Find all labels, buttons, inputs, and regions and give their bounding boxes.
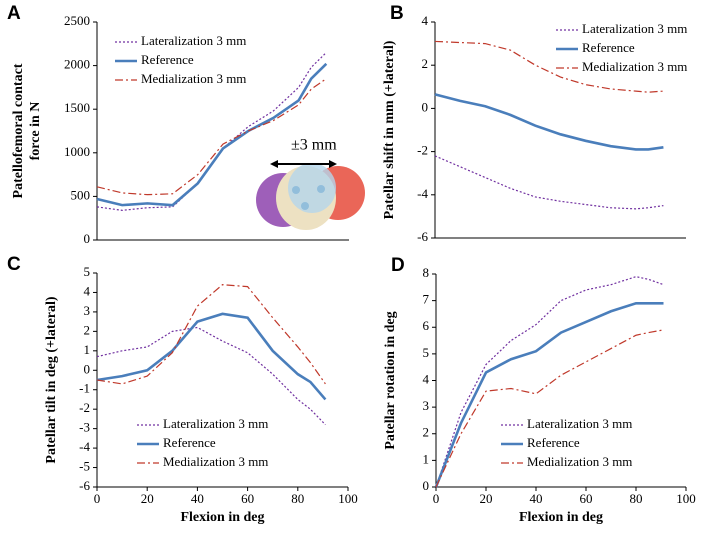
legend-label: Lateralization 3 mm [163,416,268,431]
y-tick-label: 0 [84,231,91,246]
y-tick-label: -5 [79,459,90,474]
y-tick-label: 4 [84,283,91,298]
y-tick-label: 3 [84,303,91,318]
inset-shape [317,185,325,193]
y-tick-label: -6 [79,478,90,493]
y-tick-label: 3 [423,398,430,413]
panel-label: B [390,3,404,24]
x-tick-label: 60 [241,491,254,506]
panel-label: D [391,255,405,276]
legend-label: Medialization 3 mm [582,59,687,74]
y-axis-label: Patellar rotation in deg [383,311,398,449]
y-axis-label: Patellar shift in mm (+lateral) [382,40,397,219]
legend-label: Reference [141,52,194,67]
x-tick-label: 20 [141,491,154,506]
y-tick-label: 5 [84,264,91,279]
y-tick-label: -4 [79,439,90,454]
y-tick-label: -3 [79,420,90,435]
data-line [96,312,327,401]
x-tick-label: 40 [191,491,204,506]
data-line [96,78,327,196]
y-axis-label: Patellofemoral contact [11,63,26,198]
y-tick-label: 0 [84,361,91,376]
legend-label: Medialization 3 mm [527,454,632,469]
y-tick-label: 2 [423,425,430,440]
y-tick-label: 2500 [64,13,90,28]
y-tick-label: 500 [71,187,91,202]
data-line [434,93,664,151]
y-tick-label: 5 [423,345,430,360]
y-axis-label: force in N [28,102,43,161]
x-axis-label: Flexion in deg [180,510,264,525]
legend-label: Lateralization 3 mm [141,33,246,48]
y-tick-label: 1000 [64,144,90,159]
legend-label: Medialization 3 mm [141,71,246,86]
x-tick-label: 0 [94,491,101,506]
y-tick-label: 1 [84,342,91,357]
y-tick-label: 7 [423,292,430,307]
y-tick-label: 4 [423,371,430,386]
y-tick-label: -2 [79,400,90,415]
data-line [435,329,664,488]
x-tick-label: 80 [291,491,304,506]
panel-label: C [7,254,21,275]
y-tick-label: -2 [417,143,428,158]
inset-shape [288,163,336,213]
data-line [434,155,664,210]
data-line [96,62,328,207]
y-tick-label: -6 [417,229,428,244]
legend-label: Reference [527,435,580,450]
inset-shape [301,202,309,210]
x-axis-label: Flexion in deg [519,510,603,525]
panel-label: A [7,3,21,24]
x-tick-label: 80 [630,491,643,506]
y-tick-label: 2 [422,56,429,71]
inset-shape [292,186,300,194]
x-tick-label: 60 [580,491,593,506]
data-line [434,40,664,93]
x-tick-label: 20 [480,491,493,506]
x-tick-label: 100 [676,491,696,506]
inset-annotation: ±3 mm [291,137,337,154]
y-tick-label: 1500 [64,100,90,115]
legend-label: Medialization 3 mm [163,454,268,469]
legend-label: Lateralization 3 mm [527,416,632,431]
legend-label: Reference [163,435,216,450]
legend-label: Reference [582,40,635,55]
data-line [434,301,664,488]
inset-arrow [329,160,337,168]
data-line [96,326,326,426]
inset-image [256,163,365,230]
y-tick-label: 8 [423,265,430,280]
x-tick-label: 0 [433,491,440,506]
y-tick-label: 2000 [64,57,90,72]
x-tick-label: 40 [530,491,543,506]
y-tick-label: 0 [422,99,429,114]
y-tick-label: 1 [423,451,430,466]
y-axis-label: Patellar tilt in deg (+lateral) [44,296,59,463]
y-tick-label: -1 [79,381,90,396]
y-tick-label: 2 [84,322,91,337]
inset-arrow [270,160,278,168]
y-tick-label: 6 [423,318,430,333]
x-tick-label: 100 [338,491,358,506]
y-tick-label: 4 [422,13,429,28]
y-tick-label: -4 [417,186,428,201]
legend-label: Lateralization 3 mm [582,21,687,36]
y-tick-label: 0 [423,478,430,493]
data-line [96,284,326,385]
